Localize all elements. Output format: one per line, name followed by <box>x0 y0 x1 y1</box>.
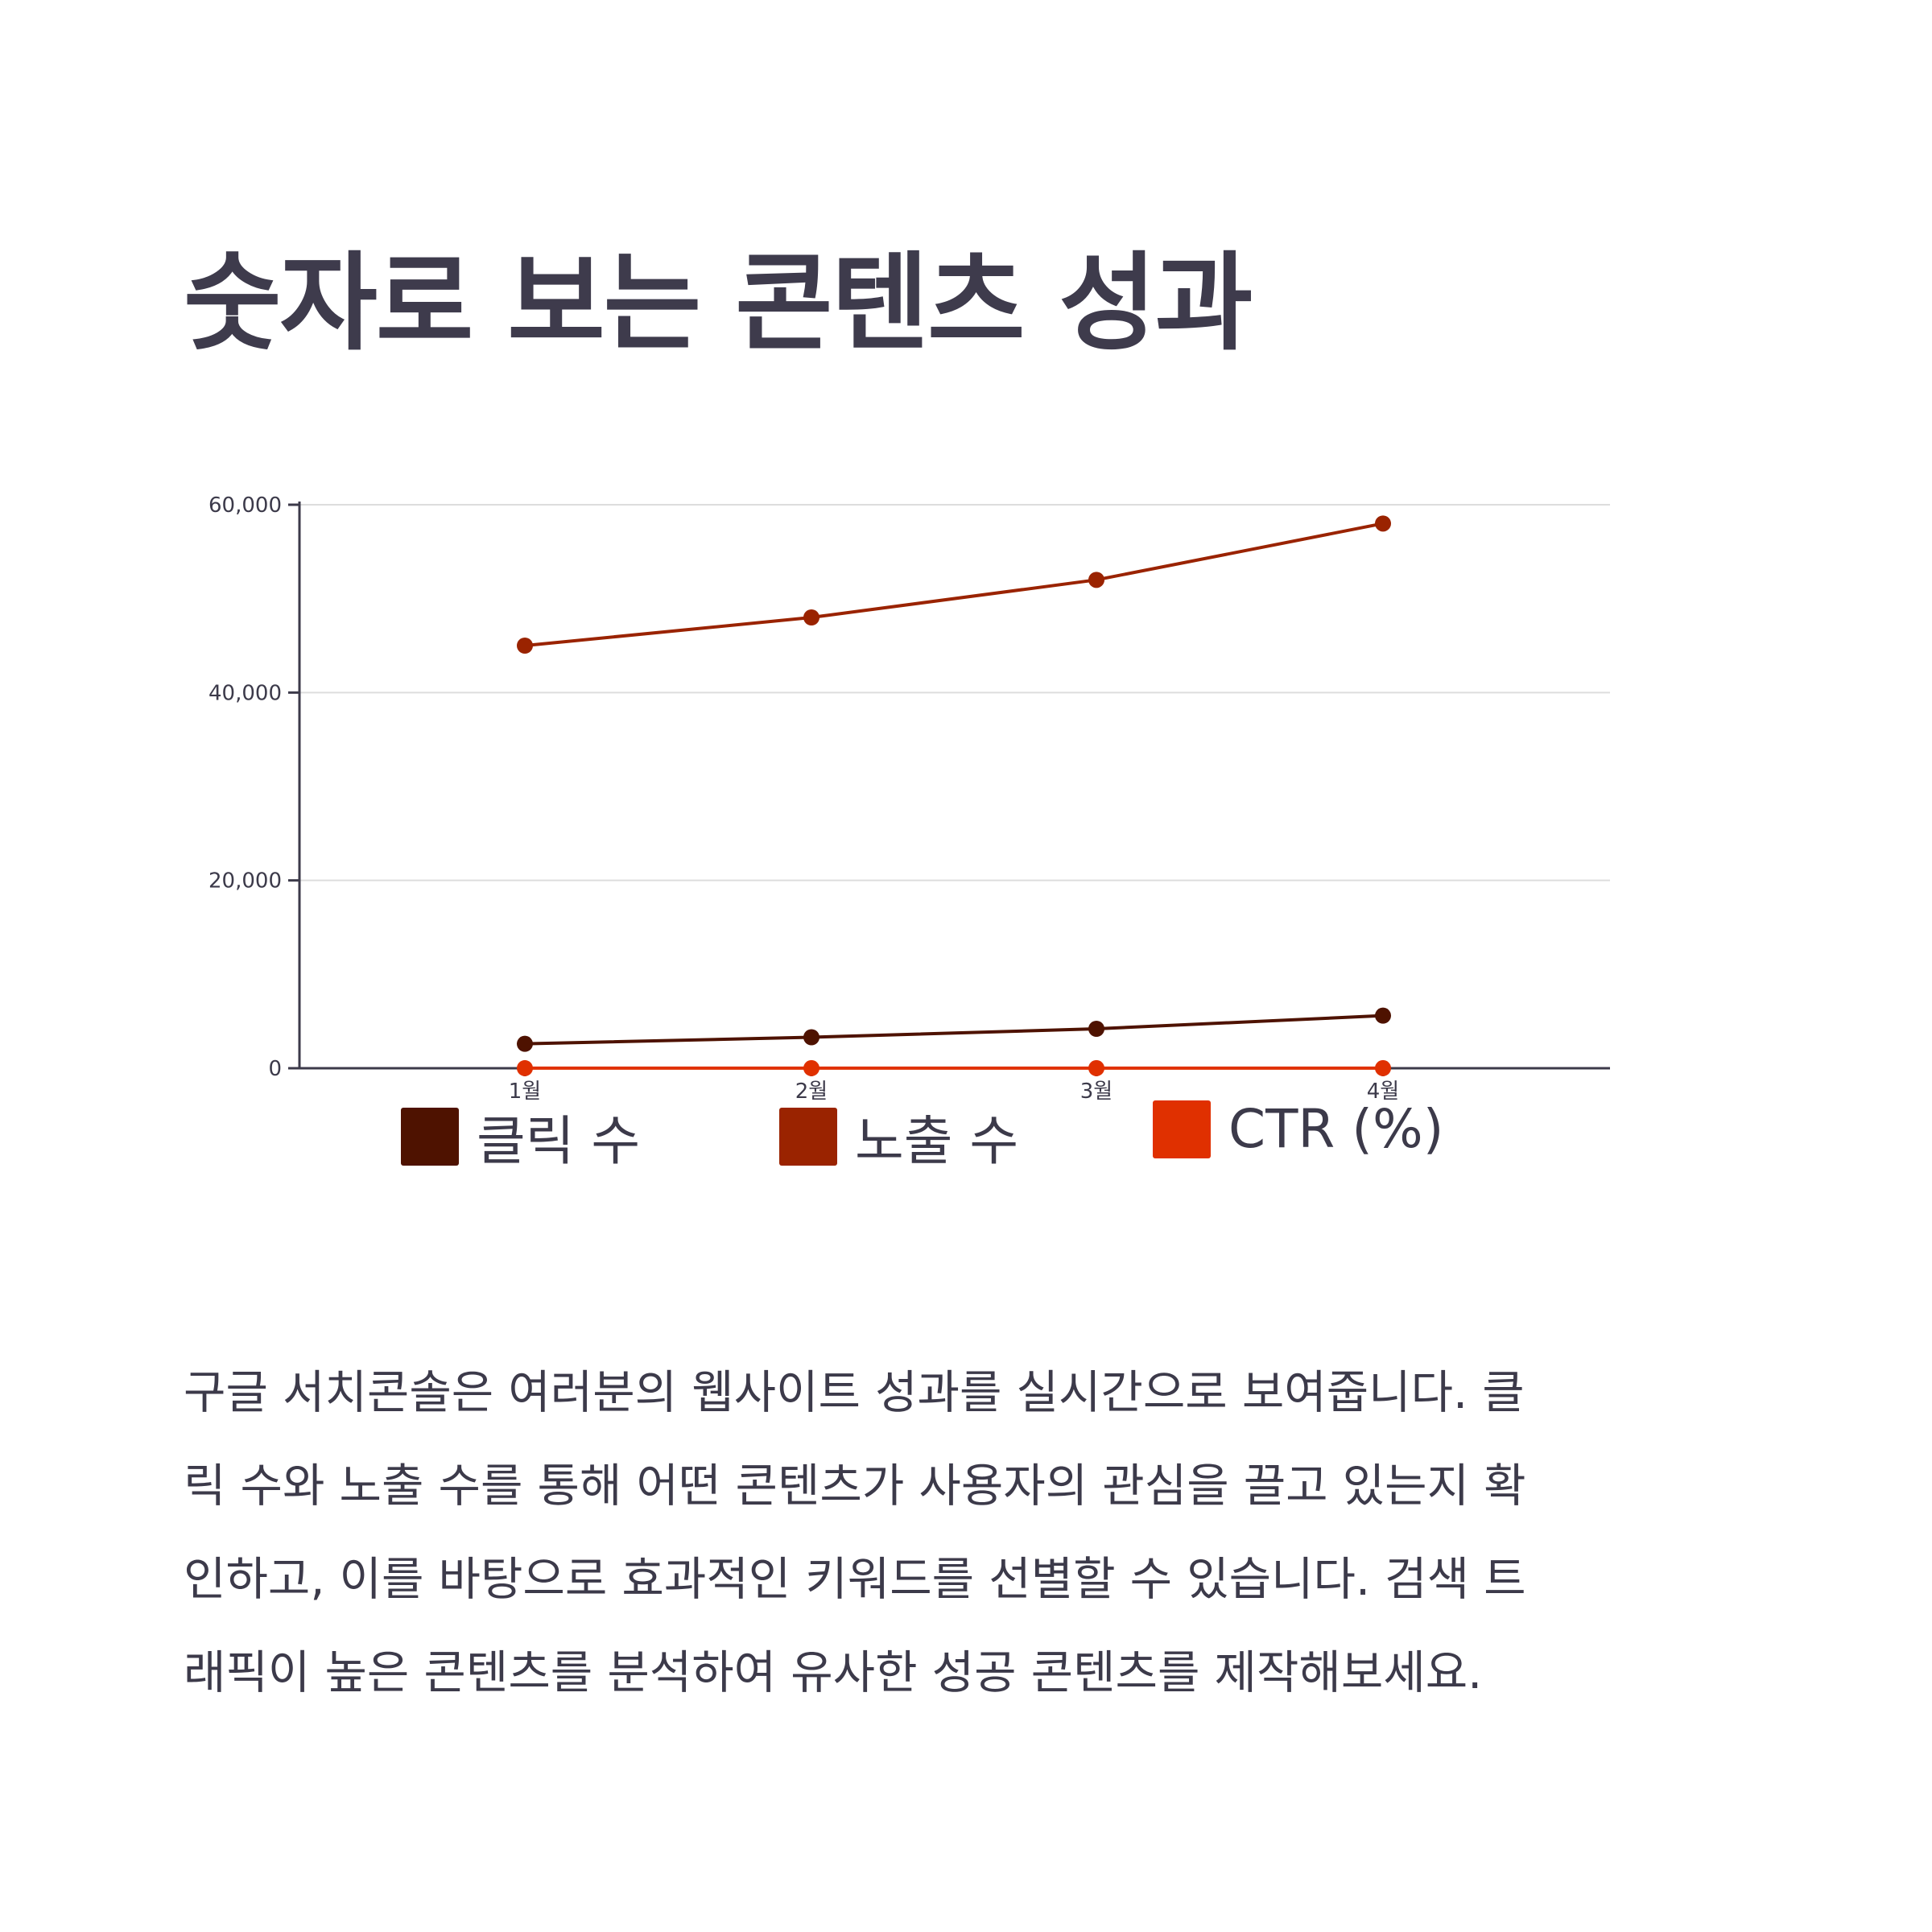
chart-grid <box>299 504 1610 881</box>
description-line: 래픽이 높은 콘텐츠를 분석하여 유사한 성공 콘텐츠를 제작해보세요. <box>184 1646 1483 1699</box>
legend-label-clicks: 클릭 수 <box>477 1110 641 1172</box>
chart-axes <box>288 502 1610 1076</box>
data-point <box>517 1059 533 1076</box>
data-point <box>803 1029 819 1046</box>
page-title: 숫자로 보는 콘텐츠 성과 <box>184 242 1253 365</box>
y-tick-label: 60,000 <box>208 493 282 518</box>
legend-label-impressions: 노출 수 <box>855 1110 1019 1172</box>
legend-swatch-ctr <box>1153 1100 1211 1158</box>
legend-swatch-impressions <box>779 1108 837 1166</box>
line-chart: 0 20,000 40,000 60,000 1월 2월 3월 4월 <box>208 493 1610 1104</box>
data-point <box>1088 572 1104 588</box>
data-point <box>803 1059 819 1076</box>
description-line: 인하고, 이를 바탕으로 효과적인 키워드를 선별할 수 있습니다. 검색 트 <box>184 1553 1526 1606</box>
data-point <box>517 638 533 654</box>
description-line: 구글 서치콘솔은 여러분의 웹사이트 성과를 실시간으로 보여줍니다. 클 <box>184 1366 1525 1419</box>
chart-series <box>517 515 1391 1076</box>
data-point <box>1088 1021 1104 1037</box>
description-line: 릭 수와 노출 수를 통해 어떤 콘텐츠가 사용자의 관심을 끌고 있는지 확 <box>184 1459 1526 1513</box>
description-paragraph: 구글 서치콘솔은 여러분의 웹사이트 성과를 실시간으로 보여줍니다. 클 릭 … <box>184 1346 1761 1719</box>
y-tick-label: 0 <box>268 1057 282 1081</box>
chart-labels: 0 20,000 40,000 60,000 1월 2월 3월 4월 <box>208 493 1399 1104</box>
data-point <box>1375 1059 1391 1076</box>
data-point <box>1375 1007 1391 1024</box>
legend-label-ctr: CTR (%) <box>1228 1098 1444 1160</box>
y-tick-label: 20,000 <box>208 869 282 894</box>
data-point <box>803 609 819 625</box>
chart-legend: 클릭 수 노출 수 CTR (%) <box>0 1098 1932 1172</box>
data-point <box>517 1035 533 1052</box>
legend-item-clicks[interactable]: 클릭 수 <box>401 1098 640 1175</box>
x-tick-label: 2월 <box>795 1080 828 1104</box>
series-line <box>524 1013 1384 1046</box>
x-tick-label: 1월 <box>509 1080 541 1104</box>
x-tick-label: 3월 <box>1080 1080 1113 1104</box>
data-point <box>1088 1059 1104 1076</box>
legend-item-impressions[interactable]: 노출 수 <box>779 1098 1018 1175</box>
data-point <box>1375 515 1391 532</box>
y-tick-label: 40,000 <box>208 681 282 705</box>
legend-swatch-clicks <box>401 1108 459 1166</box>
series-line <box>524 522 1384 647</box>
x-tick-label: 4월 <box>1367 1080 1399 1104</box>
legend-item-ctr[interactable]: CTR (%) <box>1153 1098 1443 1160</box>
